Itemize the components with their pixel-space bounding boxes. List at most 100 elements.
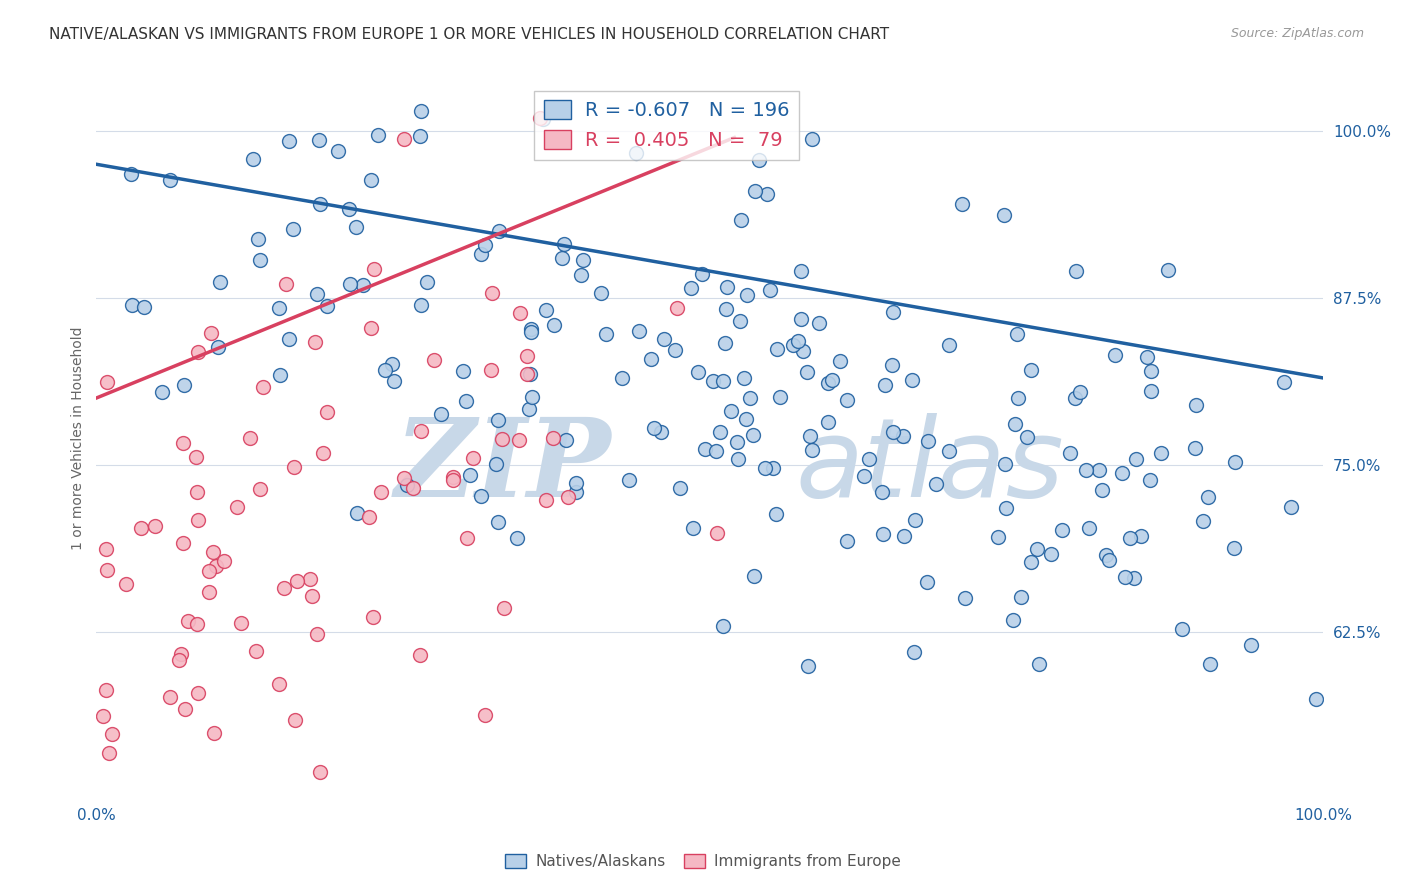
Point [994, 457, 1017, 471]
Point [1019, 363, 1042, 377]
Point [208, 275, 231, 289]
Point [519, 367, 541, 381]
Point [643, 420, 665, 434]
Point [744, 184, 766, 198]
Point [1119, 531, 1142, 545]
Point [1010, 590, 1032, 604]
Point [1198, 657, 1220, 672]
Point [565, 476, 588, 491]
Point [486, 515, 509, 529]
Point [765, 507, 787, 521]
Point [242, 152, 264, 166]
Point [1170, 622, 1192, 636]
Point [741, 428, 763, 442]
Point [679, 281, 702, 295]
Point [858, 452, 880, 467]
Point [882, 305, 904, 319]
Point [456, 531, 478, 545]
Point [730, 213, 752, 227]
Point [96, 375, 118, 389]
Point [408, 129, 430, 144]
Point [572, 252, 595, 267]
Point [200, 326, 222, 341]
Point [186, 616, 208, 631]
Point [799, 429, 821, 443]
Point [787, 334, 810, 348]
Point [186, 484, 208, 499]
Point [553, 236, 575, 251]
Point [756, 187, 779, 202]
Point [987, 530, 1010, 544]
Point [716, 280, 738, 294]
Text: Source: ZipAtlas.com: Source: ZipAtlas.com [1230, 27, 1364, 40]
Point [1069, 384, 1091, 399]
Point [394, 132, 416, 146]
Point [516, 367, 538, 381]
Point [1007, 391, 1029, 405]
Point [543, 318, 565, 332]
Point [950, 197, 973, 211]
Point [762, 460, 785, 475]
Point [363, 262, 385, 277]
Point [872, 484, 894, 499]
Point [835, 533, 858, 548]
Point [666, 301, 689, 316]
Point [610, 371, 633, 385]
Point [172, 435, 194, 450]
Point [96, 563, 118, 577]
Point [245, 644, 267, 658]
Point [903, 645, 925, 659]
Point [367, 128, 389, 142]
Point [299, 572, 322, 586]
Point [713, 336, 735, 351]
Point [1017, 429, 1039, 443]
Point [307, 286, 329, 301]
Point [706, 525, 728, 540]
Point [904, 513, 927, 527]
Legend: R = -0.607   N = 196, R =  0.405   N =  79: R = -0.607 N = 196, R = 0.405 N = 79 [534, 91, 799, 160]
Point [1139, 384, 1161, 398]
Point [352, 278, 374, 293]
Point [953, 591, 976, 605]
Point [872, 527, 894, 541]
Point [891, 429, 914, 443]
Point [748, 153, 770, 168]
Point [423, 352, 446, 367]
Point [554, 433, 576, 447]
Point [91, 709, 114, 723]
Point [789, 312, 811, 326]
Point [725, 434, 748, 449]
Point [167, 653, 190, 667]
Point [534, 303, 557, 318]
Point [277, 134, 299, 148]
Point [669, 481, 692, 495]
Point [938, 338, 960, 352]
Point [1095, 548, 1118, 562]
Point [370, 485, 392, 500]
Point [249, 482, 271, 496]
Point [267, 677, 290, 691]
Point [1040, 547, 1063, 561]
Point [252, 380, 274, 394]
Point [198, 564, 221, 578]
Point [595, 327, 617, 342]
Point [516, 349, 538, 363]
Point [309, 196, 332, 211]
Point [98, 746, 121, 760]
Point [207, 340, 229, 354]
Point [1157, 262, 1180, 277]
Point [758, 283, 780, 297]
Point [456, 394, 478, 409]
Point [1088, 463, 1111, 477]
Point [451, 364, 474, 378]
Point [392, 471, 415, 485]
Point [301, 589, 323, 603]
Point [529, 111, 551, 125]
Point [692, 267, 714, 281]
Point [873, 378, 896, 392]
Point [494, 600, 516, 615]
Text: NATIVE/ALASKAN VS IMMIGRANTS FROM EUROPE 1 OR MORE VEHICLES IN HOUSEHOLD CORRELA: NATIVE/ALASKAN VS IMMIGRANTS FROM EUROPE… [49, 27, 890, 42]
Point [882, 425, 904, 439]
Point [470, 489, 492, 503]
Point [94, 541, 117, 556]
